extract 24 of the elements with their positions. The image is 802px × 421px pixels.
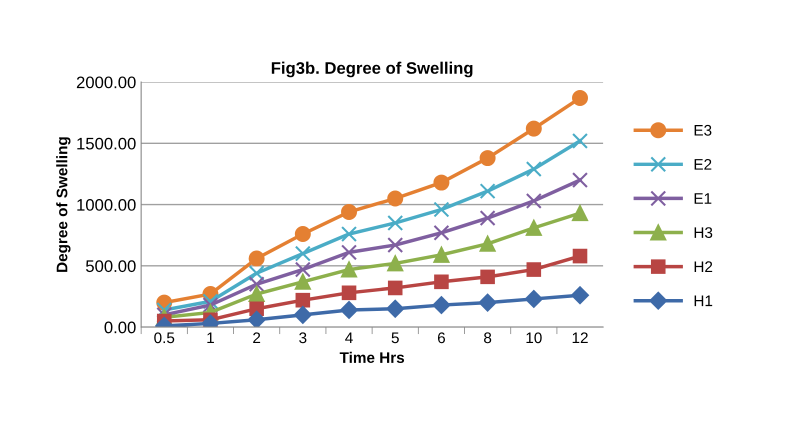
legend-label: E2 xyxy=(694,158,712,170)
y-tick-label: 0.00 xyxy=(104,322,136,334)
legend-label: H2 xyxy=(694,261,712,272)
y-tick-label: 1500.00 xyxy=(77,138,136,150)
x-tick-label: 0.5 xyxy=(154,332,174,344)
x-tick-label: 6 xyxy=(438,332,445,344)
legend-label: E3 xyxy=(694,124,712,136)
x-axis-title: Time Hrs xyxy=(340,352,404,363)
x-tick-label: 4 xyxy=(345,332,353,344)
legend-label: H3 xyxy=(694,227,712,238)
y-tick-label: 500.00 xyxy=(86,260,136,272)
y-axis-title: Degree of Swelling xyxy=(56,137,70,272)
y-tick-label: 2000.00 xyxy=(76,76,136,88)
x-tick-label: 3 xyxy=(299,332,306,344)
y-tick-label: 1000.00 xyxy=(77,199,136,211)
x-tick-label: 12 xyxy=(572,332,588,344)
chart-title: Fig3b. Degree of Swelling xyxy=(272,62,472,78)
x-tick-label: 2 xyxy=(253,332,260,344)
x-tick-label: 5 xyxy=(392,332,399,344)
legend-label: H1 xyxy=(694,296,712,306)
x-tick-label: 8 xyxy=(484,332,492,344)
x-tick-label: 1 xyxy=(207,332,214,344)
x-tick-label: 10 xyxy=(526,332,542,344)
legend-label: E1 xyxy=(694,193,712,204)
